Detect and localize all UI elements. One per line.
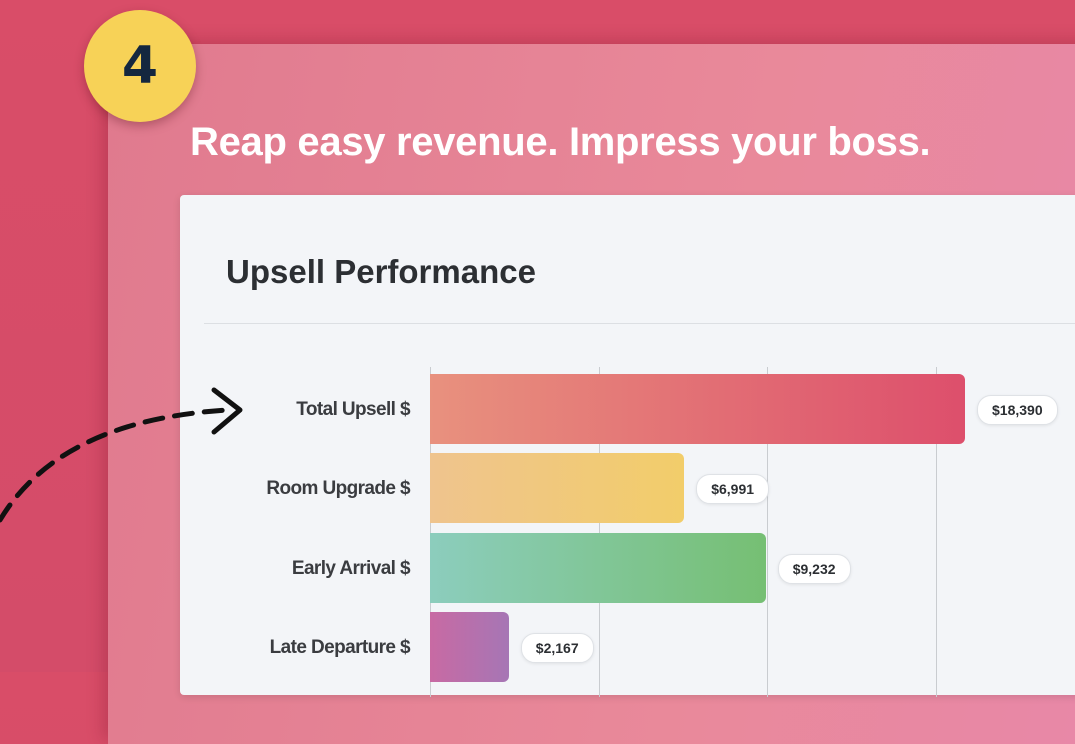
dashed-arrow-icon <box>0 387 243 523</box>
category-label: Late Departure $ <box>269 637 411 658</box>
chart-card: Upsell Performance Total Upsell $ $18,390… <box>180 195 1075 697</box>
bar <box>430 453 685 523</box>
divider <box>204 323 1075 324</box>
bar <box>430 374 965 444</box>
value-label: $6,991 <box>696 474 770 504</box>
category-label: Early Arrival $ <box>291 558 411 579</box>
gridline <box>767 367 768 697</box>
bar <box>430 612 509 682</box>
gridline <box>936 367 937 697</box>
category-label: Room Upgrade $ <box>266 478 410 499</box>
value-label: $2,167 <box>520 633 594 663</box>
chart-title: Upsell Performance <box>226 253 536 290</box>
gridline <box>430 367 431 697</box>
gridline <box>599 367 600 697</box>
value-label: $9,232 <box>777 554 851 584</box>
step-badge: 4 <box>84 10 196 122</box>
bar <box>430 533 766 603</box>
headline: Reap easy revenue. Impress your boss. <box>190 120 931 164</box>
value-label: $18,390 <box>977 395 1058 425</box>
category-label: Total Upsell $ <box>296 399 410 420</box>
step-number: 4 <box>121 36 159 96</box>
